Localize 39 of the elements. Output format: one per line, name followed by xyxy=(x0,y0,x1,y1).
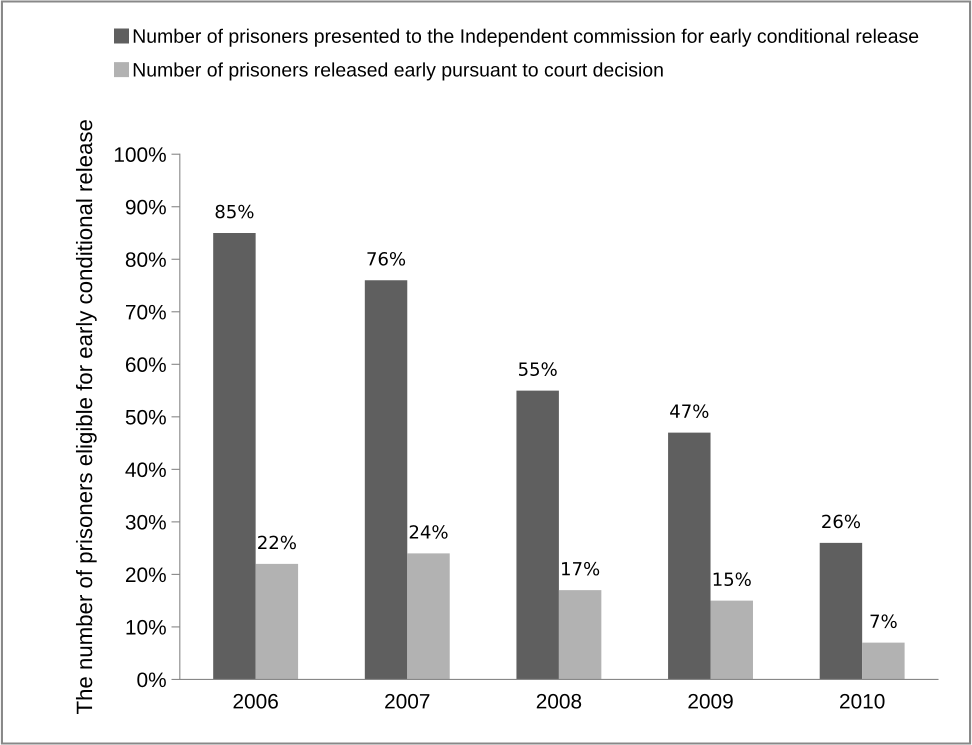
text: 26% xyxy=(822,514,860,528)
bar xyxy=(710,600,753,680)
legend-label: Number of prisoners released early pursuant to court decision xyxy=(134,62,663,80)
text: 22% xyxy=(258,536,296,550)
bar xyxy=(862,642,905,680)
text: 7% xyxy=(870,614,897,628)
y-axis-title: The number of prisoners eligible for early conditional release xyxy=(76,120,97,714)
bar xyxy=(668,432,711,680)
y-tick-label: 70% xyxy=(126,304,166,320)
text: 17% xyxy=(562,562,600,576)
y-tick-label: 10% xyxy=(126,620,166,635)
bar xyxy=(256,564,298,680)
y-tick-label: 50% xyxy=(126,410,166,425)
y-tick-label: 40% xyxy=(125,462,166,478)
y-tick-label: 30% xyxy=(126,514,166,530)
x-tick-label: 2010 xyxy=(840,694,885,709)
y-tick-label: 100% xyxy=(114,147,166,162)
y-tick-label: 60% xyxy=(126,357,166,372)
y-tick-label: 0% xyxy=(137,672,166,688)
text: 15% xyxy=(714,572,751,586)
legend-label: Number of prisoners presented to the Independent commission for early conditional release xyxy=(134,28,918,47)
bar xyxy=(364,280,408,680)
text: 55% xyxy=(519,362,557,376)
bar xyxy=(516,390,559,680)
y-tick-label: 90% xyxy=(126,200,166,214)
x-tick-label: 2008 xyxy=(536,694,582,709)
text: 76% xyxy=(367,252,406,266)
text: 85% xyxy=(216,204,254,218)
bar xyxy=(820,542,862,680)
bar xyxy=(407,553,450,680)
x-tick-label: 2009 xyxy=(688,694,733,709)
text: 24% xyxy=(410,525,448,539)
bar xyxy=(558,590,602,680)
bar xyxy=(213,233,256,680)
y-tick-label: 80% xyxy=(126,252,166,268)
y-tick-label: 20% xyxy=(126,567,166,582)
x-tick-label: 2007 xyxy=(385,694,430,709)
text: 47% xyxy=(670,404,708,418)
x-tick-label: 2006 xyxy=(234,694,278,709)
